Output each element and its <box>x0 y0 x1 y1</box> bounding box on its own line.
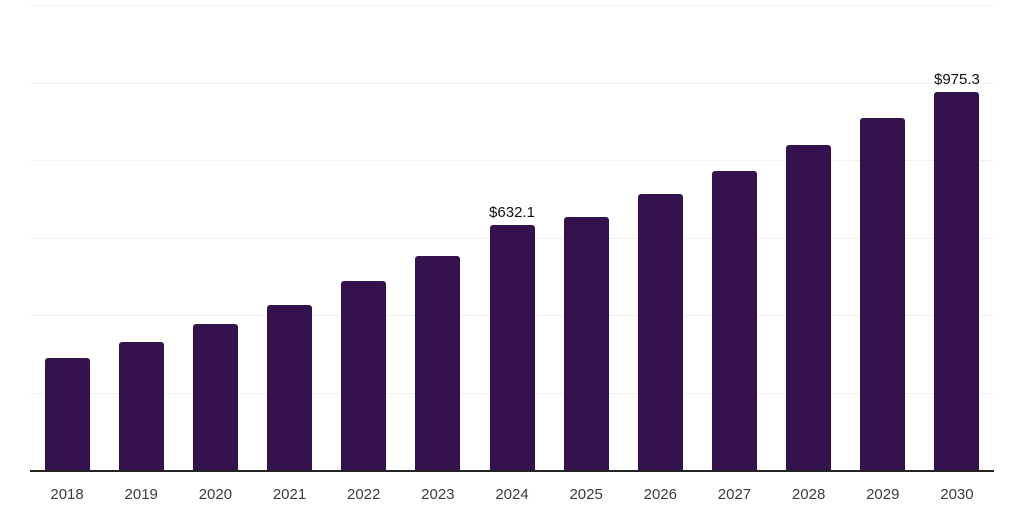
plot-area: 2018 2019 2020 2021 2022 2023 2024 $632.1 2025 20… <box>30 0 994 512</box>
bar-2023 <box>415 256 461 470</box>
bar-value-label-2024: $632.1 <box>489 204 535 222</box>
bar-value-label-2030: $975.3 <box>933 71 980 89</box>
gridline-800 <box>30 160 994 161</box>
x-tick-label-2021: 2021 <box>272 486 307 503</box>
x-tick-label-2023: 2023 <box>421 486 455 503</box>
x-axis-line <box>30 470 994 472</box>
x-tick-label-2020: 2020 <box>198 486 233 503</box>
x-tick-label-2024: 2024 <box>495 486 529 503</box>
x-tick-label-2027: 2027 <box>717 486 752 503</box>
bar-2021 <box>267 305 313 470</box>
bar-2019 <box>118 341 164 470</box>
bar-2024 <box>489 225 535 470</box>
x-tick-label-2025: 2025 <box>569 486 603 503</box>
bar-2020 <box>192 323 238 470</box>
x-tick-label-2018: 2018 <box>50 486 84 503</box>
x-tick-label-2026: 2026 <box>643 486 677 503</box>
x-tick-label-2022: 2022 <box>347 486 381 503</box>
bar-2025 <box>563 217 609 470</box>
bar-2028 <box>786 145 832 470</box>
x-tick-label-2030: 2030 <box>940 486 974 503</box>
x-tick-label-2028: 2028 <box>791 486 826 503</box>
bar-2026 <box>637 193 683 470</box>
x-tick-label-2019: 2019 <box>124 486 158 503</box>
gridline-1200 <box>30 5 994 6</box>
bar-2018 <box>44 357 90 470</box>
bar-2022 <box>341 281 387 470</box>
bar-2029 <box>860 117 906 470</box>
gridline-1000 <box>30 82 994 84</box>
bar-2027 <box>711 170 757 470</box>
bar-2030 <box>934 92 980 470</box>
x-tick-label-2029: 2029 <box>866 486 900 503</box>
